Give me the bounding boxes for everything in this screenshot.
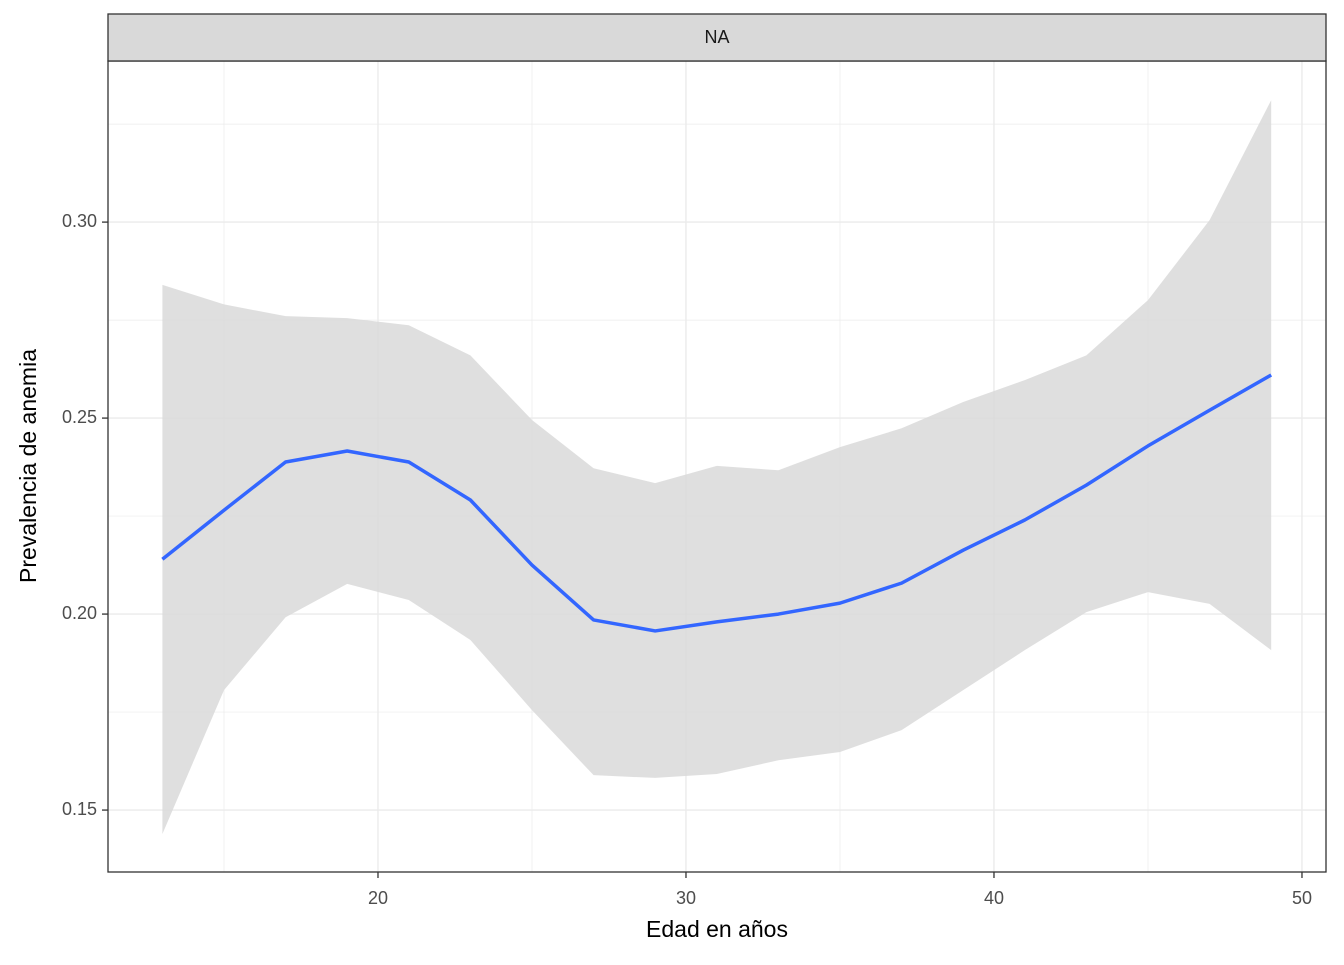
y-tick-label: 0.15 — [62, 799, 97, 819]
y-tick-label: 0.25 — [62, 407, 97, 427]
axes: 20 30 40 50 0.15 0.20 0.25 0.30 — [62, 211, 1312, 908]
y-tick-label: 0.20 — [62, 603, 97, 623]
x-tick-label: 50 — [1292, 888, 1312, 908]
strip — [107, 13, 1327, 62]
marks — [161, 100, 1273, 834]
smooth-line — [161, 373, 1273, 633]
strip-label: NA — [704, 27, 729, 47]
x-tick-label: 40 — [984, 888, 1004, 908]
x-axis-title: Edad en años — [646, 916, 788, 942]
x-tick-label: 20 — [368, 888, 388, 908]
confidence-band — [162, 100, 1272, 834]
y-axis-title: Prevalencia de anemia — [15, 349, 41, 583]
y-tick-label: 0.30 — [62, 211, 97, 231]
x-tick-label: 30 — [676, 888, 696, 908]
